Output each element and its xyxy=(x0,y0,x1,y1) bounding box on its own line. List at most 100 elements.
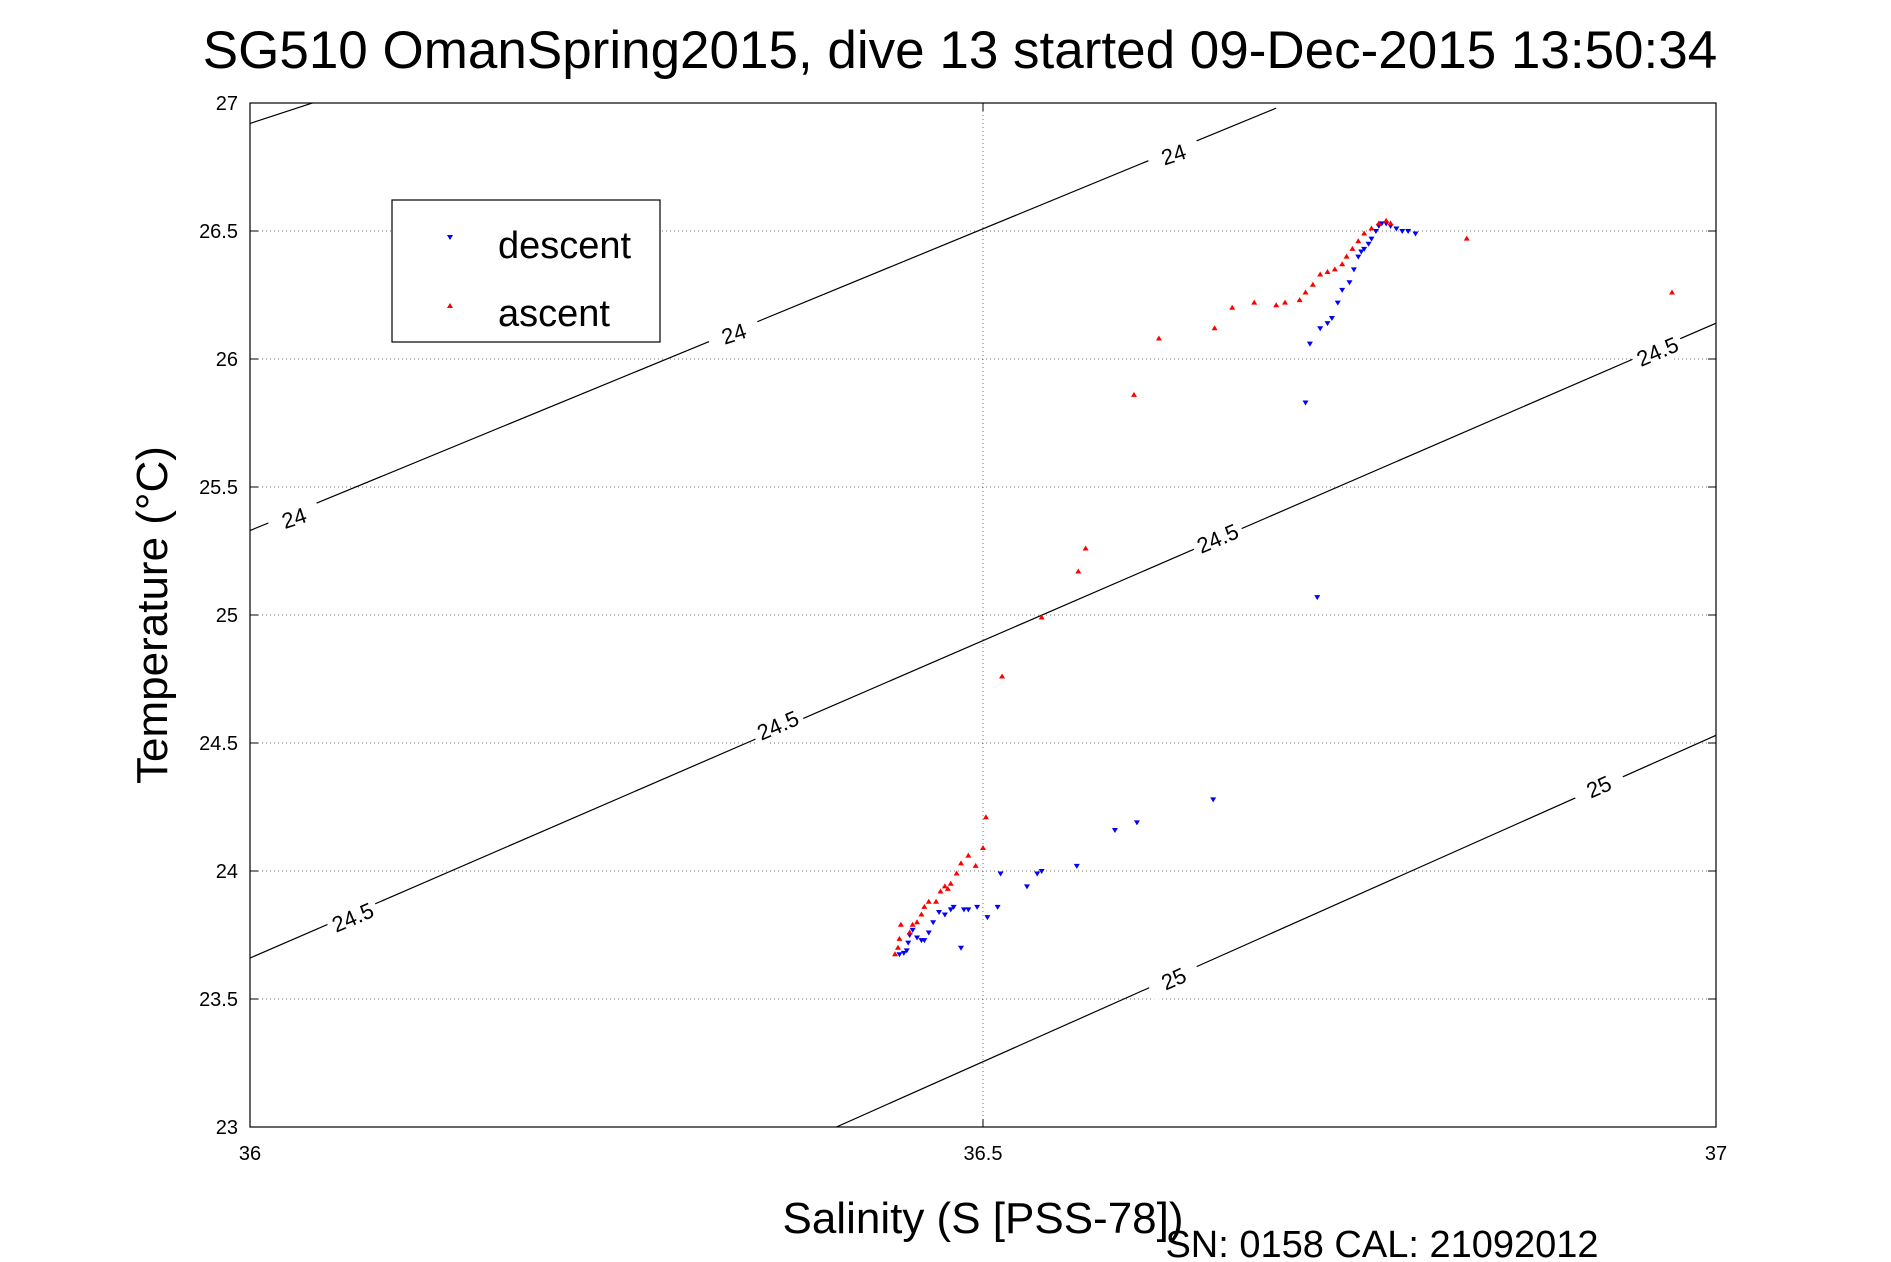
descent-point xyxy=(936,909,943,915)
ascent-point xyxy=(1383,217,1390,223)
ascent-point xyxy=(897,921,904,927)
descent-point xyxy=(1034,871,1041,877)
y-axis-ticks: 23 23.5 24 24.5 25 25.5 26 26.5 27 xyxy=(199,93,1716,1139)
descent-point xyxy=(1412,231,1419,237)
density-contours xyxy=(250,103,1716,1127)
y-tick-label: 24 xyxy=(216,861,238,883)
descent-point xyxy=(903,948,910,954)
ascent-point xyxy=(1317,271,1324,277)
ascent-point xyxy=(1211,325,1218,331)
data-points xyxy=(892,217,1676,958)
descent-point xyxy=(997,871,1004,877)
x-axis-ticks: 36 36.5 37 xyxy=(239,103,1727,1165)
y-tick-label: 24.5 xyxy=(199,733,238,755)
ascent-point xyxy=(914,919,921,925)
descent-point xyxy=(965,907,972,913)
ascent-point xyxy=(906,929,913,935)
ascent-point xyxy=(1229,304,1236,310)
contour-label-background xyxy=(705,312,763,354)
x-tick-label: 36.5 xyxy=(964,1143,1003,1165)
y-tick-label: 25 xyxy=(216,605,238,627)
ascent-point xyxy=(1302,289,1309,295)
legend: descent ascent xyxy=(391,199,661,343)
descent-point xyxy=(1073,863,1080,869)
descent-point xyxy=(1378,221,1385,227)
legend-box xyxy=(391,199,661,343)
descent-point xyxy=(900,950,907,956)
descent-point xyxy=(1361,246,1368,252)
ascent-point xyxy=(892,951,899,957)
contour-label-background xyxy=(265,497,323,539)
ascent-point xyxy=(972,862,979,868)
ascent-point xyxy=(982,814,989,820)
contour-line-25 xyxy=(836,734,1716,1127)
descent-point xyxy=(1405,229,1412,234)
y-tick-label: 23.5 xyxy=(199,989,238,1011)
y-tick-label: 25.5 xyxy=(199,477,238,499)
ascent-point xyxy=(1463,235,1470,241)
ascent-point xyxy=(947,880,954,886)
descent-point xyxy=(1317,326,1324,332)
ascent-point xyxy=(1361,230,1368,236)
contour-label-background xyxy=(1188,515,1247,561)
ascent-point xyxy=(1339,261,1346,267)
descent-point xyxy=(905,940,912,946)
descent-point xyxy=(1306,341,1313,347)
descent-point xyxy=(1350,267,1357,273)
ascent-point xyxy=(999,673,1006,679)
descent-point xyxy=(896,952,903,958)
y-tick-label: 26 xyxy=(216,349,238,371)
descent-point xyxy=(1133,820,1140,826)
descent-point xyxy=(1334,300,1341,306)
descent-point xyxy=(941,912,948,918)
y-axis-label: Temperature (°C) xyxy=(128,446,177,784)
ascent-point xyxy=(909,921,916,927)
ascent-point xyxy=(1130,391,1137,397)
ascent-point xyxy=(896,935,903,941)
descent-point xyxy=(925,930,932,936)
descent-point xyxy=(1365,241,1372,247)
descent-point xyxy=(974,904,981,910)
ascent-point xyxy=(958,860,965,866)
ascent-point xyxy=(944,885,951,891)
ascent-point xyxy=(965,852,972,858)
contour-line-24-5 xyxy=(250,322,1716,959)
ascent-point xyxy=(933,898,940,904)
x-axis-label: Salinity (S [PSS-78]) xyxy=(782,1194,1183,1243)
descent-point xyxy=(1111,828,1118,834)
ascent-point xyxy=(1155,335,1162,341)
ascent-point xyxy=(1251,299,1258,305)
ascent-point xyxy=(1368,225,1375,231)
ascent-point xyxy=(941,883,948,889)
ascent-point xyxy=(1309,281,1316,287)
ascent-point xyxy=(1281,299,1288,305)
descent-point xyxy=(1339,287,1346,293)
ascent-point xyxy=(1038,614,1045,620)
ascent-point xyxy=(1082,545,1089,551)
descent-point xyxy=(1393,226,1400,232)
ascent-point xyxy=(1273,302,1280,308)
descent-point xyxy=(1399,229,1406,234)
legend-ascent-marker xyxy=(447,303,453,308)
chart-title: SG510 OmanSpring2015, dive 13 started 09… xyxy=(203,21,1717,80)
descent-point xyxy=(909,927,916,933)
descent-point xyxy=(1372,229,1379,234)
ascent-point xyxy=(1355,238,1362,244)
y-tick-label: 26.5 xyxy=(199,221,238,243)
descent-point xyxy=(1324,321,1331,327)
descent-point xyxy=(914,935,921,941)
descent-point xyxy=(1038,869,1045,874)
ascent-point xyxy=(1324,268,1331,274)
contour-label-background xyxy=(1144,956,1203,1001)
ascent-point xyxy=(1075,568,1082,574)
contour-label-background xyxy=(1144,133,1203,175)
y-tick-label: 23 xyxy=(216,1117,238,1139)
ascent-point xyxy=(921,903,928,909)
x-tick-label: 36 xyxy=(239,1143,261,1165)
contour-line-24 xyxy=(250,107,1277,532)
ascent-point xyxy=(894,944,901,950)
legend-descent-label: descent xyxy=(498,225,632,267)
descent-point xyxy=(984,915,991,921)
ascent-point xyxy=(1343,253,1350,259)
